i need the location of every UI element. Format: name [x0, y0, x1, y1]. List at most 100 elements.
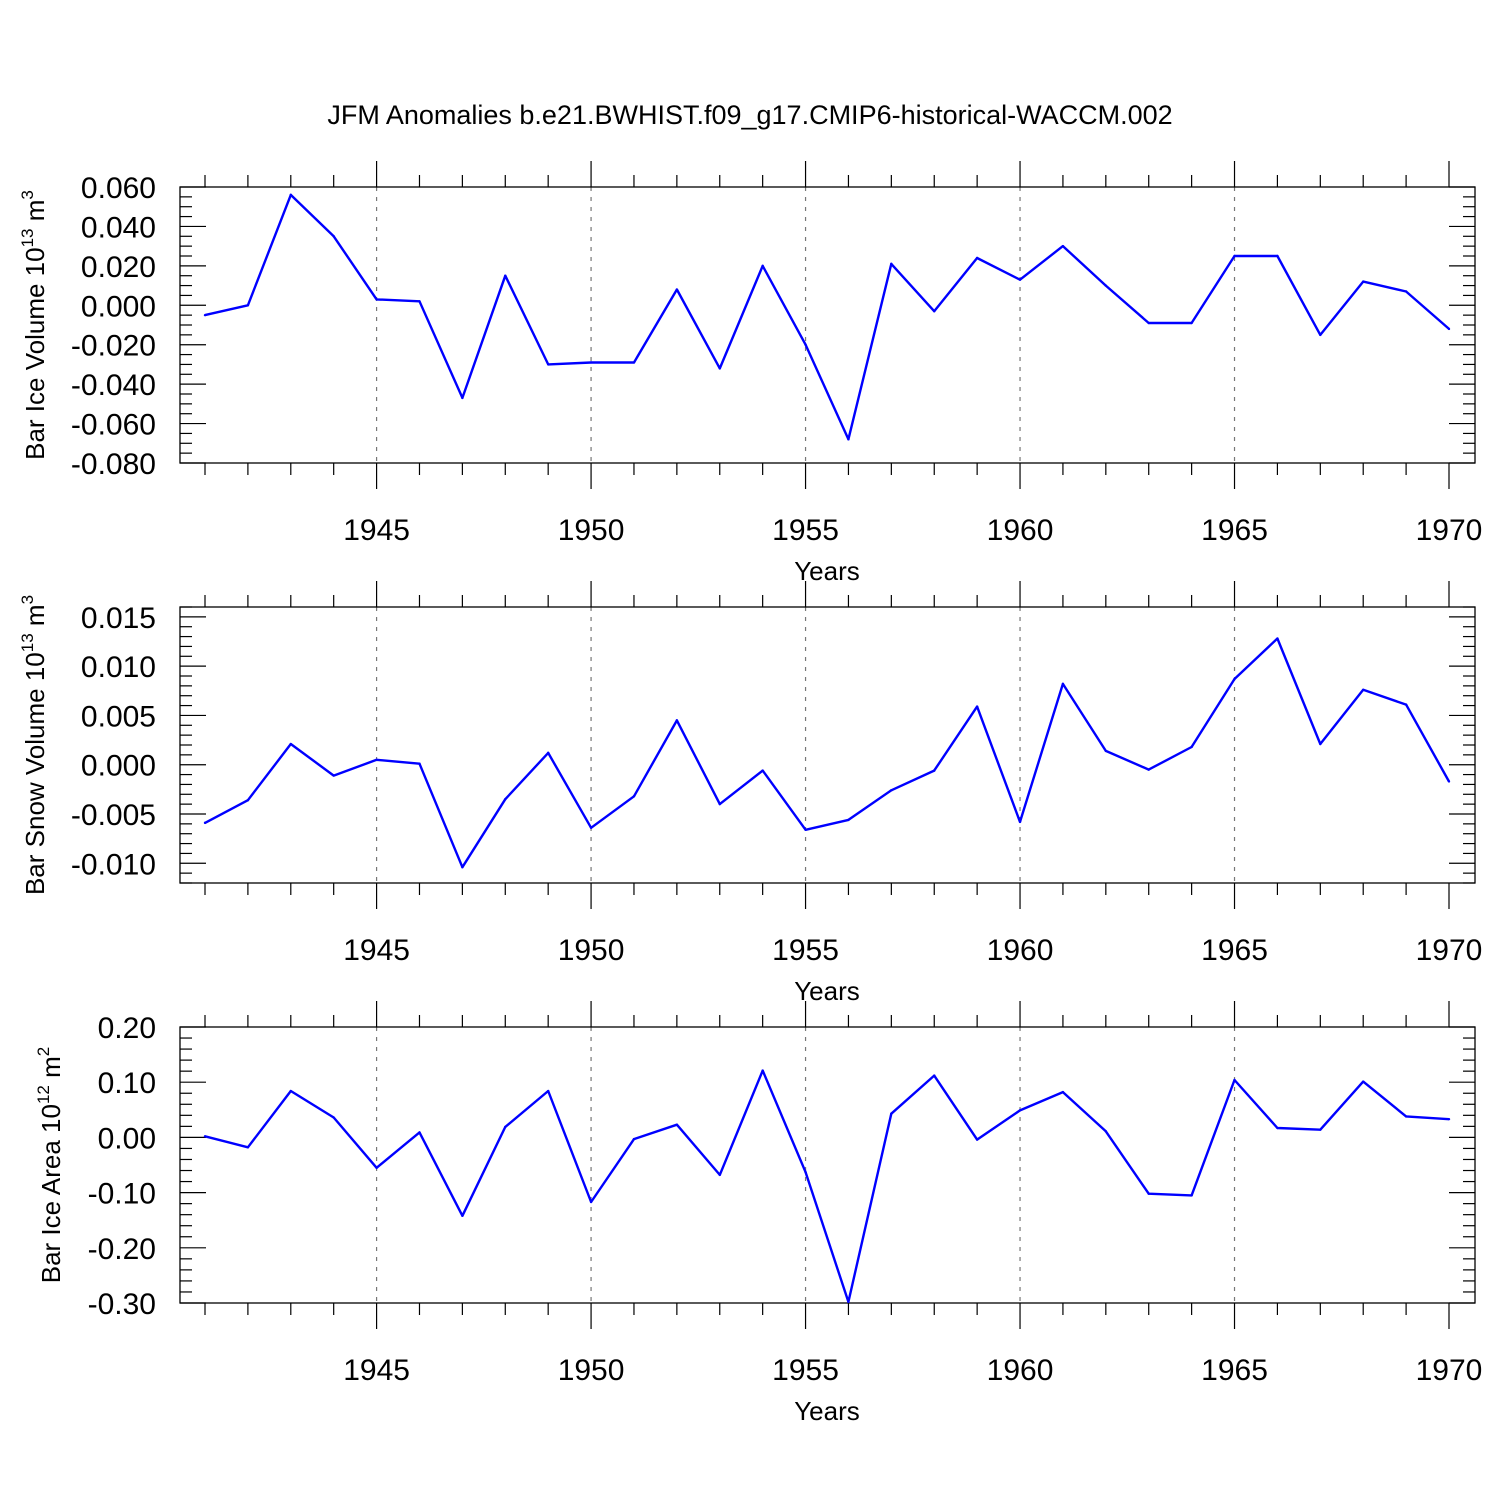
data-point	[589, 1200, 593, 1204]
data-point	[632, 361, 636, 364]
x-tick-label: 1970	[1416, 514, 1483, 547]
data-point	[1362, 1080, 1365, 1083]
data-point	[975, 256, 979, 260]
y-tick-label: 0.015	[81, 602, 156, 635]
y-tick-label: -0.020	[71, 330, 156, 363]
x-tick-label: 1960	[987, 514, 1054, 547]
data-point	[246, 304, 250, 307]
data-point	[1276, 254, 1279, 258]
y-axis-label: Bar Ice Volume 1013 m3	[18, 190, 50, 460]
y-axis-label: Bar Ice Area 1012 m2	[34, 1047, 66, 1284]
x-tick-label: 1945	[343, 1354, 410, 1387]
plot-frame	[179, 186, 1476, 464]
y-tick-label: 0.000	[81, 750, 156, 783]
data-point	[1061, 1090, 1065, 1094]
data-point	[418, 1131, 421, 1134]
data-point	[761, 769, 764, 772]
data-point	[1190, 321, 1193, 325]
series-line	[204, 1069, 1450, 1304]
x-tick-label: 1965	[1201, 514, 1268, 547]
data-point	[1018, 278, 1022, 281]
data-point	[375, 758, 378, 761]
y-tick-label: 0.10	[98, 1067, 156, 1100]
data-point	[1233, 677, 1236, 681]
y-tick-label: 0.000	[81, 290, 156, 323]
x-tick-label: 1950	[558, 1354, 625, 1387]
data-point	[933, 1074, 936, 1077]
data-point	[718, 367, 721, 370]
data-point	[1362, 280, 1365, 283]
data-point	[890, 1112, 893, 1115]
data-point	[546, 363, 550, 366]
y-tick-label: -0.060	[71, 409, 156, 442]
x-tick-label: 1955	[772, 934, 839, 967]
data-point	[1447, 327, 1451, 331]
data-point	[1147, 768, 1150, 771]
data-point	[1018, 1109, 1022, 1112]
data-point	[933, 310, 936, 313]
data-point	[933, 769, 936, 772]
y-tick-label: -0.010	[71, 848, 156, 881]
data-point	[632, 1137, 636, 1141]
data-point	[203, 1135, 207, 1138]
series-line	[204, 637, 1451, 869]
series-line	[204, 193, 1450, 441]
data-point	[675, 1123, 679, 1126]
y-tick-label: 0.005	[81, 700, 156, 733]
y-tick-label: -0.080	[71, 448, 156, 481]
data-point	[546, 1089, 550, 1093]
data-point	[1104, 1130, 1108, 1133]
data-point	[975, 705, 979, 708]
x-tick-label: 1960	[987, 1354, 1054, 1387]
x-tick-label: 1955	[772, 514, 839, 547]
data-point	[461, 396, 464, 400]
data-point	[1276, 637, 1279, 640]
data-point	[847, 438, 850, 441]
data-point	[718, 1173, 721, 1177]
data-point	[632, 795, 636, 798]
data-point	[1362, 688, 1365, 691]
data-point	[804, 1170, 807, 1174]
data-point	[675, 288, 679, 291]
data-point	[1104, 284, 1108, 287]
data-point	[890, 789, 893, 792]
data-point	[1404, 1115, 1408, 1118]
x-axis-label: Years	[794, 556, 860, 586]
data-point	[1061, 682, 1065, 686]
data-point	[418, 300, 421, 303]
y-tick-label: 0.020	[81, 251, 156, 284]
x-tick-label: 1950	[558, 934, 625, 967]
x-tick-label: 1970	[1416, 1354, 1483, 1387]
x-axis-label: Years	[794, 976, 860, 1006]
x-tick-label: 1945	[343, 934, 410, 967]
data-point	[246, 1146, 250, 1149]
y-axis-label: Bar Snow Volume 1013 m3	[18, 595, 50, 895]
panel-3: -0.30 -0.20 -0.10 0.00 0.10 0.20 1945 1950 1955 1…	[34, 1001, 1482, 1426]
data-point	[375, 298, 378, 301]
x-tick-label: 1960	[987, 934, 1054, 967]
x-tick-label: 1965	[1201, 934, 1268, 967]
y-tick-label: -0.005	[71, 799, 156, 832]
data-point	[1147, 321, 1150, 325]
data-point	[589, 361, 593, 364]
data-point	[289, 193, 292, 197]
data-point	[1104, 749, 1108, 753]
data-point	[1190, 1194, 1193, 1197]
data-point	[546, 751, 550, 755]
data-point	[289, 1089, 292, 1093]
data-point	[1233, 254, 1236, 258]
y-tick-label: 0.040	[81, 211, 156, 244]
data-point	[461, 866, 464, 869]
data-point	[890, 262, 893, 266]
data-point	[1447, 780, 1451, 783]
data-point	[1404, 703, 1408, 706]
data-point	[847, 818, 850, 822]
y-tick-label: -0.20	[88, 1233, 156, 1266]
data-point	[203, 313, 207, 317]
x-tick-label: 1945	[343, 514, 410, 547]
data-point	[203, 821, 207, 825]
data-point	[375, 1166, 378, 1169]
x-axis-label: Years	[794, 1396, 860, 1426]
plot-frame	[179, 1026, 1476, 1304]
